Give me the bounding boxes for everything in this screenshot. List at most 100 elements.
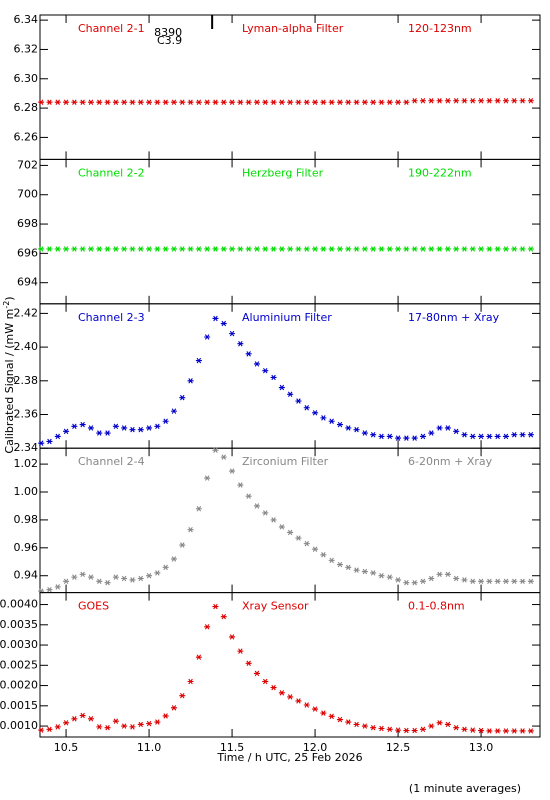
data-point (137, 246, 144, 252)
data-point (162, 418, 169, 424)
panel-frame (39, 592, 541, 738)
data-point (278, 690, 285, 696)
data-point (112, 423, 119, 430)
data-point (79, 571, 86, 578)
data-point (154, 99, 161, 105)
data-point (54, 433, 61, 440)
data-point (378, 246, 385, 252)
data-point (270, 374, 277, 381)
data-point (154, 719, 161, 725)
data-point (419, 578, 426, 585)
data-point (419, 726, 426, 733)
data-point (295, 535, 302, 541)
data-point (303, 702, 310, 708)
panel-filter: Zirconium Filter (242, 455, 329, 468)
data-point (253, 99, 260, 105)
data-point (303, 246, 310, 252)
data-point (229, 330, 236, 337)
data-point (112, 246, 119, 252)
data-point (486, 246, 493, 252)
data-point (519, 98, 526, 104)
data-point (63, 246, 70, 252)
panel-label: Channel 2-1 (78, 22, 145, 35)
data-point (170, 408, 177, 414)
data-point (38, 246, 45, 252)
data-point (63, 428, 70, 435)
y-tick-label: 0.0040 (0, 598, 38, 611)
data-point (295, 246, 302, 252)
data-point (237, 99, 244, 105)
data-point (195, 506, 202, 512)
data-point (320, 99, 327, 105)
data-point (104, 430, 111, 436)
data-point (129, 99, 136, 105)
data-point (54, 724, 61, 730)
data-point (46, 99, 53, 105)
data-point (262, 246, 269, 252)
data-point (220, 246, 227, 252)
x-tick-label: 11.5 (220, 741, 245, 754)
data-point (137, 99, 144, 105)
data-point (212, 447, 219, 453)
data-point (511, 578, 518, 585)
data-point (162, 564, 169, 571)
data-point (345, 425, 352, 431)
data-point (270, 684, 277, 691)
panel-frame (39, 158, 541, 305)
y-tick-label: 0.94 (14, 569, 39, 582)
data-point (378, 433, 385, 440)
data-point (494, 728, 501, 734)
data-point (469, 727, 476, 733)
data-point (162, 713, 169, 719)
event-label: C3.9 (157, 34, 182, 47)
y-axis-label-sup: -2 (2, 301, 11, 309)
data-point (527, 431, 534, 438)
panel-band: 190-222nm (408, 166, 472, 179)
data-point (104, 724, 111, 731)
data-point (370, 570, 377, 576)
data-point (287, 99, 294, 105)
data-point (361, 568, 368, 575)
data-point (129, 246, 136, 252)
data-point (229, 99, 236, 105)
y-tick-label: 694 (17, 276, 38, 289)
data-point (46, 726, 53, 733)
data-point (361, 246, 368, 252)
data-point (79, 712, 86, 719)
data-point (444, 571, 451, 578)
data-point (395, 246, 402, 252)
data-point (220, 613, 227, 620)
panel-band: 6-20nm + Xray (408, 455, 493, 468)
data-point (519, 431, 526, 438)
x-tick-label: 12.0 (303, 741, 328, 754)
data-point (386, 726, 393, 733)
data-point (129, 426, 136, 433)
panel-filter: Lyman-alpha Filter (242, 22, 344, 35)
data-point (312, 410, 319, 416)
data-point (270, 99, 277, 105)
data-point (212, 246, 219, 252)
panel-frame (39, 14, 541, 160)
data-point (353, 99, 360, 105)
data-point (112, 99, 119, 105)
data-point (328, 713, 335, 720)
data-point (502, 98, 509, 104)
data-point (121, 246, 128, 252)
data-point (287, 694, 294, 700)
data-point (428, 723, 435, 729)
data-point (220, 320, 227, 327)
y-tick-label: 0.0035 (0, 618, 38, 631)
data-point (353, 721, 360, 728)
data-point (494, 578, 501, 585)
data-point (511, 246, 518, 252)
data-point (312, 706, 319, 712)
data-point (79, 99, 86, 105)
data-point (212, 99, 219, 105)
data-point (469, 246, 476, 252)
y-tick-label: 0.0020 (0, 679, 38, 692)
data-point (229, 634, 236, 640)
data-point (328, 246, 335, 252)
data-point (295, 99, 302, 105)
data-point (312, 546, 319, 552)
data-point (502, 246, 509, 252)
